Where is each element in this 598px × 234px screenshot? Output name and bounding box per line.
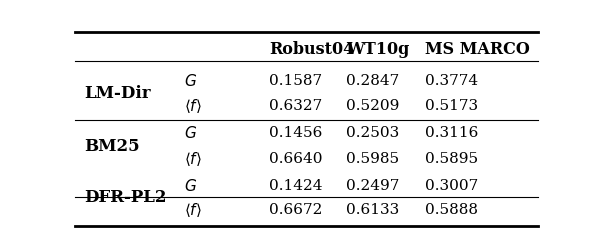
Text: 0.6133: 0.6133 <box>346 203 399 217</box>
Text: Robust04: Robust04 <box>269 41 355 58</box>
Text: $\langle f \rangle$: $\langle f \rangle$ <box>184 201 202 219</box>
Text: 0.5985: 0.5985 <box>346 152 399 166</box>
Text: 0.6327: 0.6327 <box>269 99 323 113</box>
Text: $G$: $G$ <box>184 73 197 89</box>
Text: 0.5173: 0.5173 <box>425 99 478 113</box>
Text: 0.3007: 0.3007 <box>425 179 478 193</box>
Text: 0.1587: 0.1587 <box>269 74 322 88</box>
Text: MS MARCO: MS MARCO <box>425 41 530 58</box>
Text: BM25: BM25 <box>84 138 140 155</box>
Text: 0.5888: 0.5888 <box>425 203 478 217</box>
Text: LM-Dir: LM-Dir <box>84 85 151 102</box>
Text: 0.6672: 0.6672 <box>269 203 323 217</box>
Text: 0.5209: 0.5209 <box>346 99 399 113</box>
Text: 0.2847: 0.2847 <box>346 74 399 88</box>
Text: 0.3116: 0.3116 <box>425 127 478 140</box>
Text: DFR-PL2: DFR-PL2 <box>84 189 166 206</box>
Text: $G$: $G$ <box>184 125 197 142</box>
Text: 0.1424: 0.1424 <box>269 179 323 193</box>
Text: $\langle f \rangle$: $\langle f \rangle$ <box>184 97 202 115</box>
Text: $G$: $G$ <box>184 178 197 194</box>
Text: 0.6640: 0.6640 <box>269 152 323 166</box>
Text: 0.1456: 0.1456 <box>269 127 323 140</box>
Text: $\langle f \rangle$: $\langle f \rangle$ <box>184 150 202 168</box>
Text: 0.2503: 0.2503 <box>346 127 399 140</box>
Text: WT10g: WT10g <box>346 41 409 58</box>
Text: 0.3774: 0.3774 <box>425 74 478 88</box>
Text: 0.2497: 0.2497 <box>346 179 399 193</box>
Text: 0.5895: 0.5895 <box>425 152 478 166</box>
